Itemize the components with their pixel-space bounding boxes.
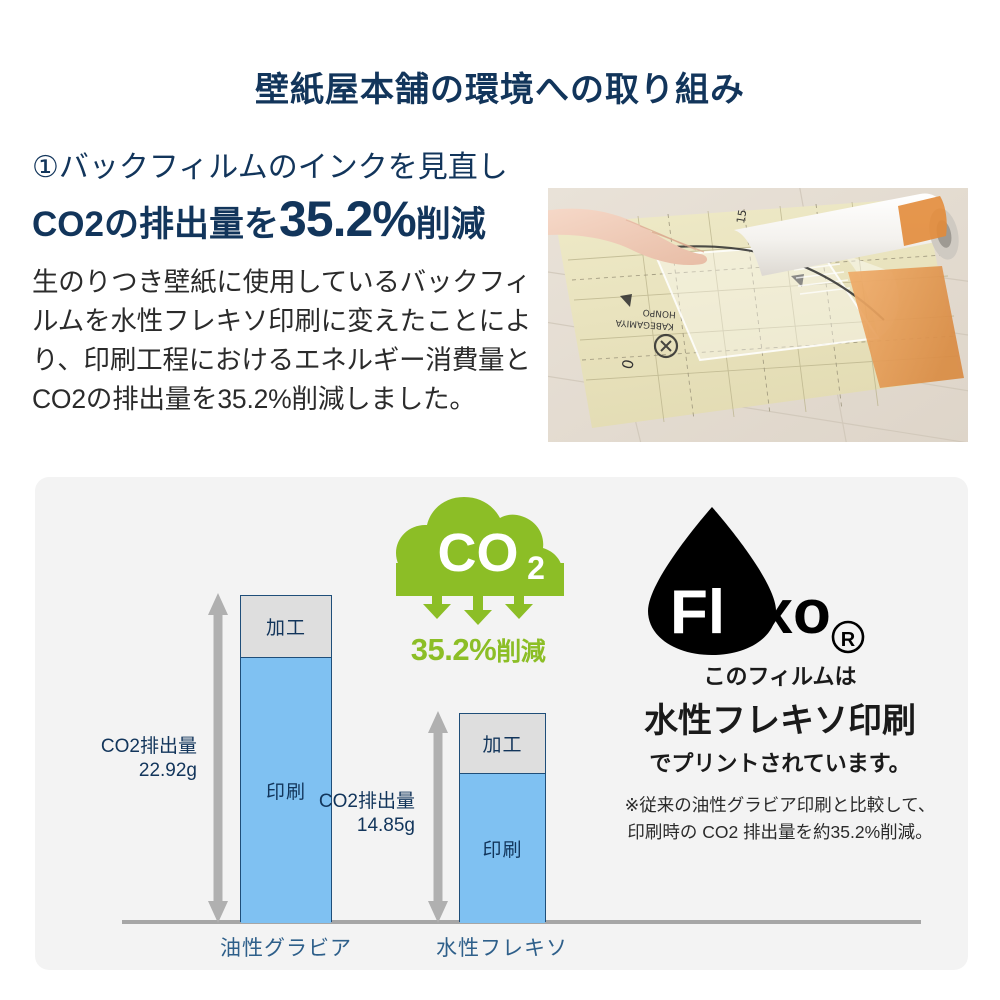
bar-water-flexo: 加工 印刷: [459, 713, 546, 923]
flexo-note-line2: 印刷時の CO2 排出量を約35.2%削減。: [627, 822, 933, 843]
flexo-droplet-icon: Fl exo R: [648, 507, 865, 655]
flexo-logo: Fl exo R: [600, 499, 960, 659]
intro-body: 生のりつき壁紙に使用しているバックフィルムを水性フレキソ印刷に変えたことにより、…: [32, 266, 532, 414]
measure-label-text-2: CO2排出量: [318, 791, 415, 812]
measure-label-oil-gravure: CO2排出量 22.92g: [45, 735, 197, 784]
co2-reduction-caption: 35.2%削減: [373, 632, 583, 668]
page-title: 壁紙屋本舗の環境への取り組み: [255, 71, 745, 109]
headline-prefix: CO2の排出量を: [32, 205, 279, 245]
photo-illustration: KABEGAMIYA HONPO 0 15 10: [548, 188, 968, 442]
measure-label-text-1: CO2排出量: [100, 736, 197, 757]
co2-cloud-icon: CO 2: [396, 497, 564, 625]
flexo-line1: このフィルムは: [703, 664, 857, 689]
measure-arrow-water-flexo: [427, 711, 449, 923]
bar-segment-kakou-1: 加工: [241, 596, 331, 658]
co2-reduction-block: CO 2 35.2%削減: [373, 495, 583, 668]
flexo-line3: でプリントされています。: [649, 751, 911, 776]
svg-text:exo: exo: [724, 578, 831, 647]
measure-label-value-1: 22.92g: [138, 760, 197, 782]
svg-text:15: 15: [734, 208, 749, 224]
wallpaper-backfilm-photo: KABEGAMIYA HONPO 0 15 10: [548, 188, 968, 442]
svg-text:CO: CO: [438, 523, 519, 583]
bar-xlabel-water-flexo: 水性フレキソ: [436, 937, 568, 960]
comparison-card: 加工 印刷 油性グラビア CO2排出量 22.92g 加工 印刷: [35, 477, 968, 970]
flexo-note: ※従来の油性グラビア印刷と比較して、 印刷時の CO2 排出量を約35.2%削減…: [600, 792, 960, 846]
bar-oil-gravure: 加工 印刷: [240, 595, 332, 923]
intro-block: ①バックフィルムのインクを見直し CO2の排出量を35.2%削減 生のりつき壁紙…: [32, 150, 537, 419]
svg-text:2: 2: [527, 550, 545, 586]
double-arrow-icon: [208, 593, 228, 923]
svg-text:R: R: [841, 629, 856, 651]
measure-label-water-flexo: CO2排出量 14.85g: [263, 790, 415, 839]
flexo-line2: 水性フレキソ印刷: [644, 702, 916, 740]
double-arrow-icon: [428, 711, 448, 923]
co2-reduction-suffix: 削減: [496, 638, 546, 666]
measure-arrow-oil-gravure: [207, 593, 229, 923]
flexo-panel: Fl exo R このフィルムは 水性フレキソ印刷 でプリントされています。 ※…: [600, 499, 960, 846]
svg-text:KABEGAMIYA: KABEGAMIYA: [615, 317, 675, 331]
co2-bar-chart: 加工 印刷 油性グラビア CO2排出量 22.92g 加工 印刷: [35, 477, 968, 970]
bar-xlabel-oil-gravure: 油性グラビア: [220, 937, 352, 960]
intro-lead: ①バックフィルムのインクを見直し: [32, 151, 508, 184]
svg-text:HONPO: HONPO: [642, 307, 676, 319]
headline-suffix: 削減: [415, 205, 486, 245]
co2-reduction-value: 35.2%: [410, 632, 497, 667]
bar-segment-insatsu-2: 印刷: [460, 774, 545, 923]
svg-text:Fl: Fl: [670, 578, 725, 647]
flexo-note-line1: ※従来の油性グラビア印刷と比較して、: [624, 795, 936, 815]
measure-label-value-2: 14.85g: [356, 815, 415, 837]
bar-segment-insatsu-1: 印刷: [241, 658, 331, 923]
intro-headline: CO2の排出量を35.2%削減: [32, 191, 537, 249]
svg-text:0: 0: [618, 358, 638, 371]
headline-value: 35.2%: [278, 191, 417, 248]
bar-segment-kakou-2: 加工: [460, 714, 545, 774]
